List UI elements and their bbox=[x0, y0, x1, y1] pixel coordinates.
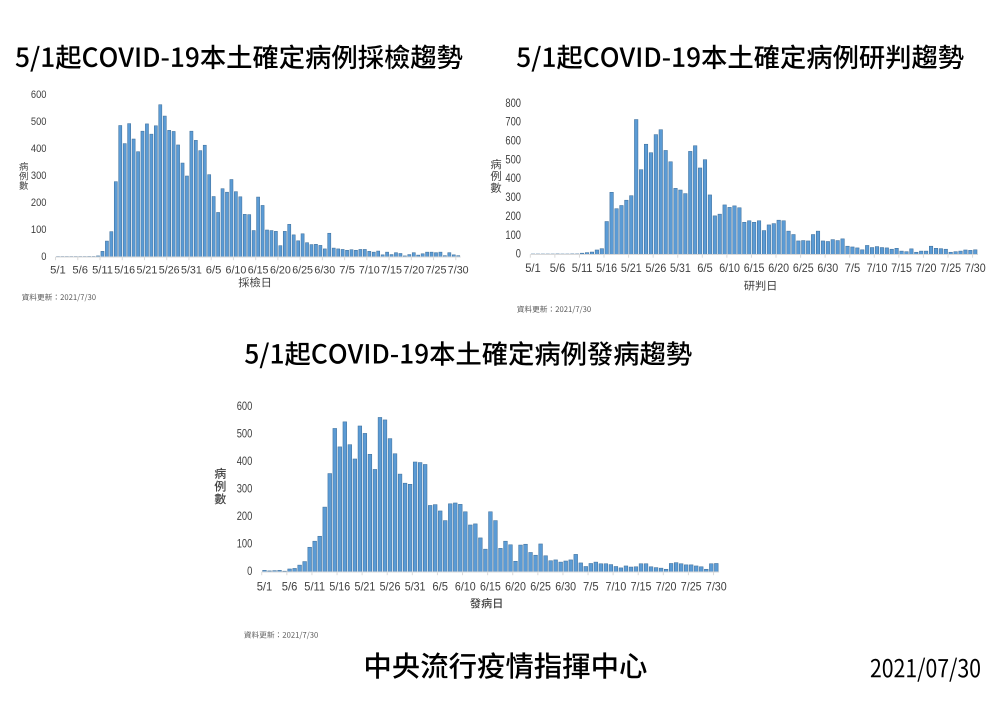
svg-text:100: 100 bbox=[31, 224, 47, 236]
svg-text:6/10: 6/10 bbox=[455, 580, 476, 594]
svg-text:100: 100 bbox=[505, 228, 521, 242]
svg-text:5/16: 5/16 bbox=[596, 261, 617, 275]
svg-text:6/15: 6/15 bbox=[480, 580, 501, 594]
svg-text:300: 300 bbox=[505, 190, 521, 204]
svg-text:400: 400 bbox=[505, 171, 521, 185]
svg-text:6/20: 6/20 bbox=[270, 265, 291, 277]
svg-text:5/6: 5/6 bbox=[282, 580, 298, 594]
svg-text:400: 400 bbox=[237, 454, 253, 468]
svg-text:5/11: 5/11 bbox=[92, 265, 113, 277]
svg-text:7/30: 7/30 bbox=[706, 580, 727, 594]
svg-text:5/26: 5/26 bbox=[380, 580, 401, 594]
svg-text:500: 500 bbox=[505, 152, 521, 166]
svg-text:7/10: 7/10 bbox=[867, 261, 888, 275]
svg-text:5/1: 5/1 bbox=[525, 261, 541, 275]
svg-text:7/30: 7/30 bbox=[965, 261, 986, 275]
svg-text:200: 200 bbox=[31, 197, 47, 209]
svg-text:6/5: 6/5 bbox=[432, 580, 448, 594]
svg-text:600: 600 bbox=[505, 134, 521, 148]
svg-text:5/31: 5/31 bbox=[181, 265, 202, 277]
svg-text:300: 300 bbox=[237, 482, 253, 496]
svg-text:7/10: 7/10 bbox=[606, 580, 627, 594]
svg-text:200: 200 bbox=[505, 209, 521, 223]
svg-text:0: 0 bbox=[516, 247, 522, 261]
svg-text:0: 0 bbox=[41, 251, 46, 263]
svg-text:300: 300 bbox=[31, 170, 47, 182]
svg-text:6/5: 6/5 bbox=[206, 265, 222, 277]
svg-text:7/15: 7/15 bbox=[891, 261, 912, 275]
svg-text:6/25: 6/25 bbox=[292, 265, 313, 277]
svg-text:5/1: 5/1 bbox=[257, 580, 273, 594]
svg-text:6/10: 6/10 bbox=[226, 265, 247, 277]
svg-text:6/30: 6/30 bbox=[817, 261, 838, 275]
svg-text:7/30: 7/30 bbox=[448, 265, 469, 277]
svg-text:7/20: 7/20 bbox=[656, 580, 677, 594]
svg-text:7/15: 7/15 bbox=[631, 580, 652, 594]
svg-text:5/26: 5/26 bbox=[159, 265, 180, 277]
svg-text:0: 0 bbox=[247, 564, 253, 578]
svg-text:5/21: 5/21 bbox=[355, 580, 376, 594]
svg-text:6/20: 6/20 bbox=[505, 580, 526, 594]
svg-text:5/11: 5/11 bbox=[572, 261, 593, 275]
svg-text:6/10: 6/10 bbox=[719, 261, 740, 275]
svg-text:5/21: 5/21 bbox=[137, 265, 158, 277]
svg-text:6/5: 6/5 bbox=[697, 261, 713, 275]
svg-text:7/25: 7/25 bbox=[940, 261, 961, 275]
svg-text:7/25: 7/25 bbox=[426, 265, 447, 277]
svg-text:5/1: 5/1 bbox=[50, 265, 66, 277]
svg-text:600: 600 bbox=[237, 399, 253, 413]
svg-text:6/30: 6/30 bbox=[555, 580, 576, 594]
svg-text:500: 500 bbox=[237, 427, 253, 441]
svg-text:700: 700 bbox=[505, 115, 521, 129]
svg-text:7/5: 7/5 bbox=[339, 265, 355, 277]
svg-text:6/15: 6/15 bbox=[744, 261, 765, 275]
svg-text:7/20: 7/20 bbox=[403, 265, 424, 277]
svg-text:400: 400 bbox=[31, 143, 47, 155]
svg-text:7/5: 7/5 bbox=[583, 580, 599, 594]
svg-text:7/25: 7/25 bbox=[681, 580, 702, 594]
svg-text:5/21: 5/21 bbox=[621, 261, 642, 275]
svg-text:600: 600 bbox=[31, 89, 47, 101]
svg-text:5/6: 5/6 bbox=[550, 261, 566, 275]
svg-text:7/15: 7/15 bbox=[381, 265, 402, 277]
svg-text:6/25: 6/25 bbox=[530, 580, 551, 594]
svg-text:800: 800 bbox=[505, 96, 521, 110]
svg-text:7/20: 7/20 bbox=[916, 261, 937, 275]
svg-text:6/30: 6/30 bbox=[314, 265, 335, 277]
svg-text:5/16: 5/16 bbox=[114, 265, 135, 277]
svg-text:500: 500 bbox=[31, 116, 47, 128]
svg-text:5/6: 5/6 bbox=[72, 265, 88, 277]
svg-text:5/11: 5/11 bbox=[304, 580, 325, 594]
svg-text:5/26: 5/26 bbox=[646, 261, 667, 275]
svg-text:100: 100 bbox=[237, 537, 253, 551]
svg-text:7/5: 7/5 bbox=[845, 261, 861, 275]
svg-text:6/20: 6/20 bbox=[768, 261, 789, 275]
svg-text:5/31: 5/31 bbox=[670, 261, 691, 275]
svg-text:200: 200 bbox=[237, 509, 253, 523]
svg-text:6/25: 6/25 bbox=[793, 261, 814, 275]
svg-text:5/31: 5/31 bbox=[405, 580, 426, 594]
svg-text:7/10: 7/10 bbox=[359, 265, 380, 277]
svg-text:6/15: 6/15 bbox=[248, 265, 269, 277]
svg-text:5/16: 5/16 bbox=[329, 580, 350, 594]
